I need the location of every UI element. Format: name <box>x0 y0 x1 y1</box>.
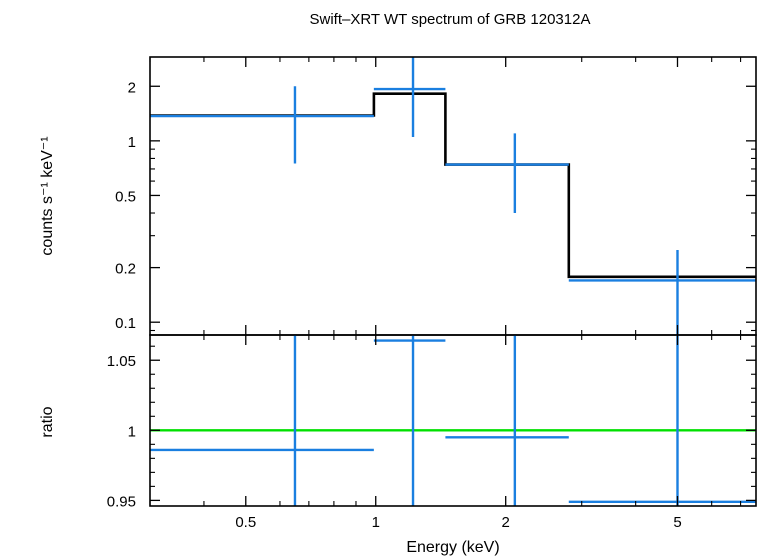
y-tick-label: 1 <box>128 134 136 151</box>
model-step-line <box>150 92 756 279</box>
y-tick-label: 2 <box>128 79 136 96</box>
spectrum-panel: 0.1 0.2 0.5 1 2 <box>115 56 757 336</box>
spectrum-panel-frame <box>149 56 757 336</box>
chart-title: Swift–XRT WT spectrum of GRB 120312A <box>310 11 591 28</box>
y-tick-label: 0.95 <box>107 493 136 510</box>
x-tick-label: 5 <box>673 514 681 531</box>
top-y-axis-label: counts s⁻¹ keV⁻¹ <box>39 136 56 255</box>
y-tick-label: 1.05 <box>107 353 136 370</box>
x-tick-label: 0.5 <box>235 514 256 531</box>
ratio-panel: 0.5 1 2 5 0.95 1 1.05 <box>107 334 757 531</box>
ratio-panel-frame <box>149 334 757 507</box>
x-tick-label: 2 <box>502 514 510 531</box>
y-tick-label: 0.1 <box>115 315 136 332</box>
y-tick-label: 0.2 <box>115 261 136 278</box>
x-tick-label: 1 <box>372 514 380 531</box>
y-tick-label: 1 <box>128 423 136 440</box>
bottom-y-axis-label: ratio <box>39 406 56 437</box>
x-axis-label: Energy (keV) <box>406 539 499 556</box>
y-tick-label: 0.5 <box>115 188 136 205</box>
